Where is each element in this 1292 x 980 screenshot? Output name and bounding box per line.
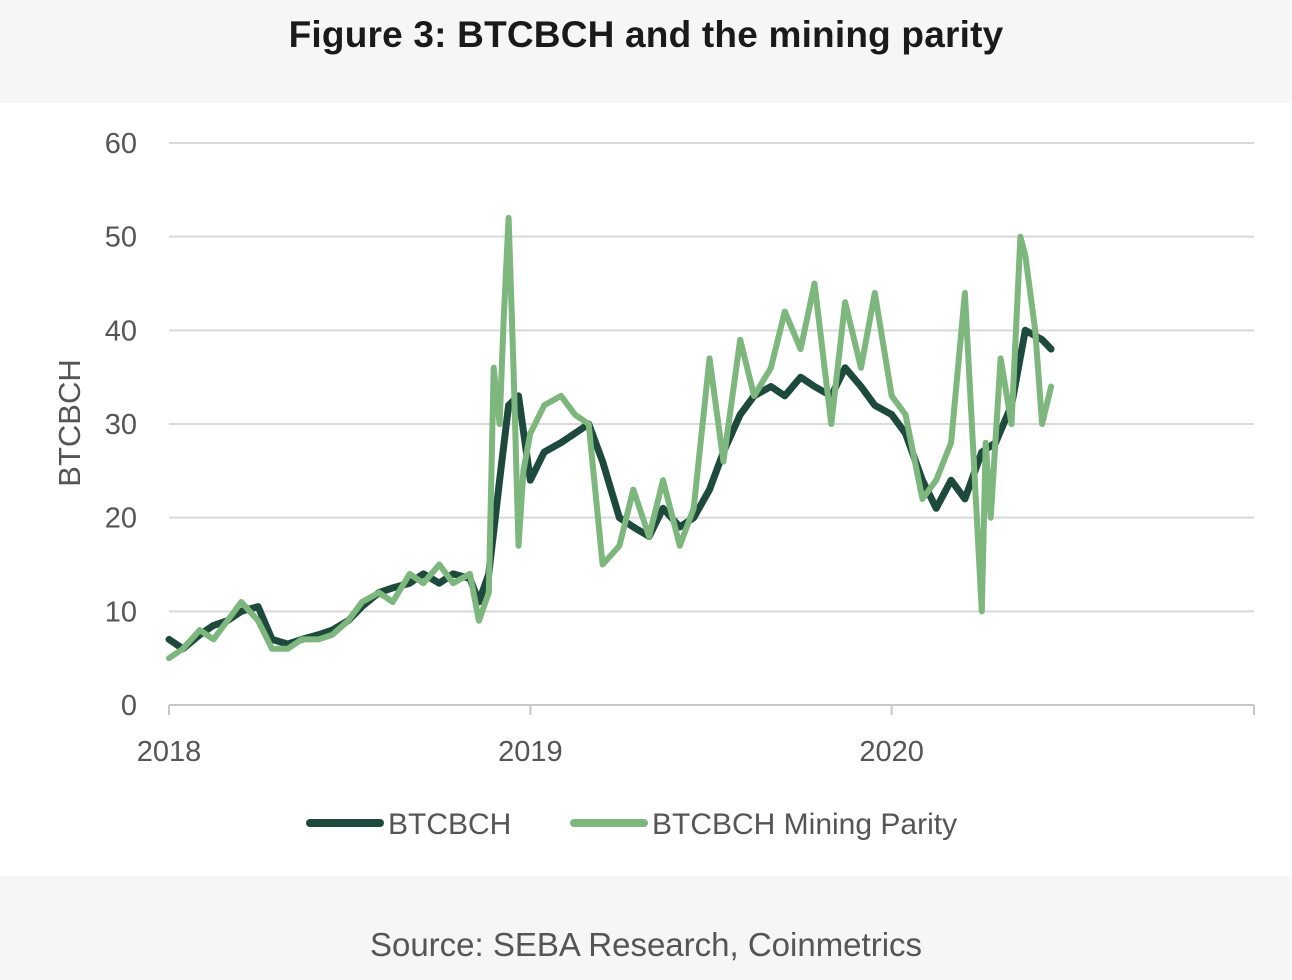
legend-label: BTCBCH Mining Parity <box>652 808 957 841</box>
y-axis-ticks: 0 10 20 30 40 50 60 <box>105 128 137 722</box>
series-line-btcbch <box>165 326 1055 653</box>
x-tick-label: 2020 <box>859 736 924 768</box>
source-note: Source: SEBA Research, Coinmetrics <box>369 926 923 963</box>
line-chart: 0 10 20 30 40 50 60 2018 2019 2020 BTCBCH BTCBCH… <box>52 128 1255 841</box>
y-tick-label: 30 <box>105 409 137 441</box>
y-tick-label: 10 <box>105 596 137 628</box>
x-axis: 2018 2019 2020 <box>137 704 1255 768</box>
chart-panel <box>0 103 1292 876</box>
series-line-btcbch-mining-parity <box>166 214 1055 662</box>
x-tick-label: 2018 <box>137 736 202 768</box>
figure-footer <box>0 876 1292 980</box>
y-tick-label: 20 <box>105 503 137 535</box>
legend-label: BTCBCH <box>388 808 511 841</box>
chart-title: Figure 3: BTCBCH and the mining parity <box>288 14 1004 55</box>
series-lines <box>165 214 1055 662</box>
gridlines <box>169 142 1254 613</box>
y-tick-label: 0 <box>121 690 137 722</box>
y-tick-label: 40 <box>105 315 137 347</box>
x-tick-label: 2019 <box>498 736 563 768</box>
y-axis-label: BTCBCH <box>52 359 87 486</box>
y-tick-label: 50 <box>105 222 137 254</box>
legend: BTCBCH BTCBCH Mining Parity <box>306 808 957 841</box>
figure-header: Figure 3: BTCBCH and the mining parity <box>0 0 1292 103</box>
y-tick-label: 60 <box>105 128 137 160</box>
